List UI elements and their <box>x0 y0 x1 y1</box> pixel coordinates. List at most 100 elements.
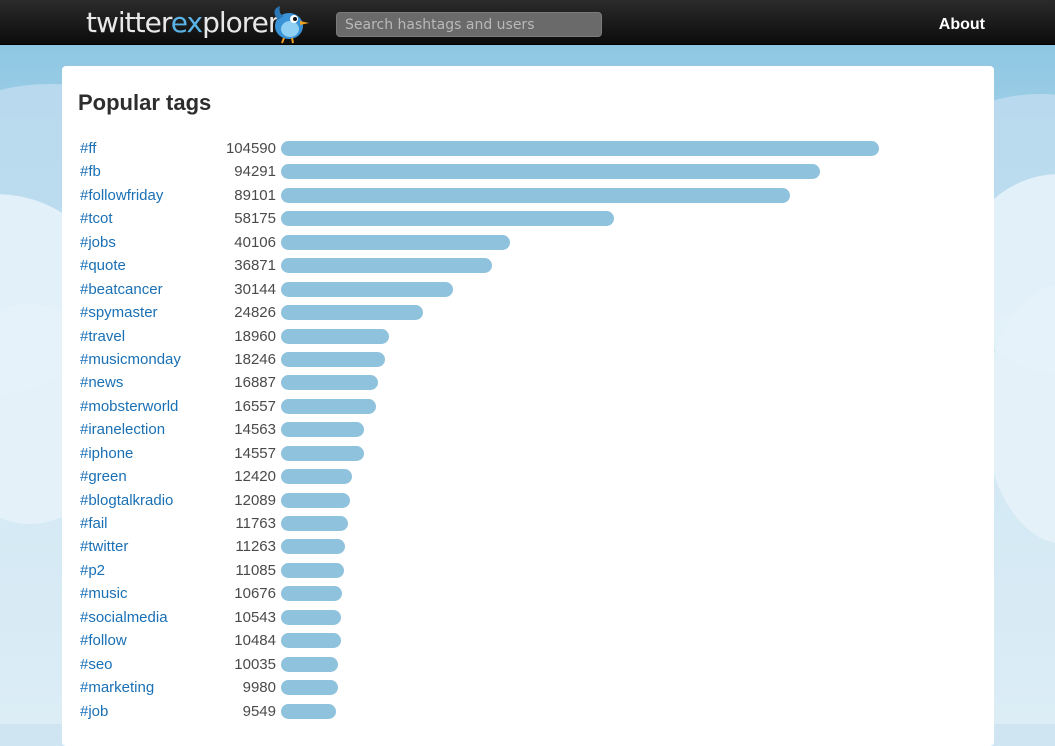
tag-link[interactable]: #musicmonday <box>80 350 181 368</box>
tag-count: 10676 <box>234 585 276 603</box>
tag-row: #news 16887 <box>62 372 994 395</box>
tag-link[interactable]: #iranelection <box>80 421 166 439</box>
tag-row: #green 12420 <box>62 466 994 489</box>
tag-link[interactable]: #p2 <box>80 561 106 579</box>
tag-count: 10543 <box>234 608 276 626</box>
tag-link[interactable]: #marketing <box>80 679 155 697</box>
tag-bar <box>281 539 345 555</box>
page-title: Popular tags <box>78 90 212 115</box>
tag-count: 94291 <box>234 163 276 181</box>
tag-count: 10035 <box>234 655 276 673</box>
tag-row: #marketing 9980 <box>62 677 994 700</box>
tag-bar <box>281 375 378 391</box>
tag-row: #iphone 14557 <box>62 443 994 466</box>
tag-count: 58175 <box>234 210 276 228</box>
tag-count: 89101 <box>234 186 276 204</box>
tag-link[interactable]: #tcot <box>80 210 113 228</box>
bird-icon <box>274 6 309 44</box>
tag-count: 14563 <box>234 421 276 439</box>
tag-row: #travel 18960 <box>62 326 994 349</box>
tag-bar <box>281 164 820 180</box>
tag-count: 18960 <box>234 327 276 345</box>
tag-count: 18246 <box>234 350 276 368</box>
tag-link[interactable]: #travel <box>80 327 126 345</box>
tag-bar <box>281 351 385 367</box>
tag-row: #ff 104590 <box>62 138 994 161</box>
tag-count: 9980 <box>242 679 276 697</box>
tag-row: #spymaster 24826 <box>62 302 994 325</box>
tag-bar <box>281 680 338 696</box>
tag-link[interactable]: #mobsterworld <box>80 397 179 415</box>
tag-bar <box>281 703 336 719</box>
tag-bar <box>281 422 364 438</box>
tag-count: 14557 <box>234 444 276 462</box>
tag-count: 9549 <box>242 702 276 720</box>
tag-row: #fb 94291 <box>62 161 994 184</box>
tag-bar <box>281 633 341 649</box>
search-input[interactable] <box>336 12 602 37</box>
tag-bar <box>281 586 342 602</box>
tag-row: #p2 11085 <box>62 560 994 583</box>
tag-row: #job 9549 <box>62 701 994 724</box>
tag-link[interactable]: #music <box>80 585 128 603</box>
tag-link[interactable]: #fb <box>80 163 101 181</box>
tag-row: #quote 36871 <box>62 255 994 278</box>
tag-row: #tcot 58175 <box>62 208 994 231</box>
tag-row: #music 10676 <box>62 583 994 606</box>
top-navigation-bar: twitterexplorer About <box>0 0 1055 45</box>
tag-count: 11263 <box>235 538 276 556</box>
tag-bar <box>281 211 614 227</box>
tag-link[interactable]: #beatcancer <box>80 280 163 298</box>
tag-count: 11085 <box>235 561 276 579</box>
tag-bar <box>281 258 492 274</box>
tag-count: 36871 <box>234 257 276 275</box>
tag-row: #musicmonday 18246 <box>62 349 994 372</box>
tag-row: #twitter 11263 <box>62 536 994 559</box>
tag-bar <box>281 562 344 578</box>
tag-link[interactable]: #fail <box>80 515 108 532</box>
tag-link[interactable]: #spymaster <box>80 304 158 322</box>
tag-row: #socialmedia 10543 <box>62 607 994 630</box>
tag-count: 16557 <box>234 397 276 415</box>
tag-bar <box>281 516 348 531</box>
main-content-panel: Popular tags #ff 104590 #fb 94291 #followfri… <box>62 66 994 746</box>
tag-link[interactable]: #iphone <box>80 444 134 462</box>
tag-count: 12089 <box>234 491 276 509</box>
tag-bar <box>281 187 790 203</box>
tag-bar <box>281 656 338 672</box>
tag-link[interactable]: #quote <box>80 257 126 275</box>
tag-link[interactable]: #ff <box>80 140 97 157</box>
tag-link[interactable]: #followfriday <box>80 186 164 204</box>
tag-bar <box>281 281 453 297</box>
tag-link[interactable]: #news <box>80 374 124 392</box>
tag-row: #followfriday 89101 <box>62 185 994 208</box>
tag-row: #seo 10035 <box>62 654 994 677</box>
tag-count: 40106 <box>234 233 276 251</box>
app-logo[interactable]: twitterexplorer <box>86 5 279 41</box>
tag-link[interactable]: #green <box>80 468 127 486</box>
tag-link[interactable]: #jobs <box>80 233 116 251</box>
logo-text-ex: ex <box>170 6 203 39</box>
tag-link[interactable]: #socialmedia <box>80 608 168 626</box>
tag-link[interactable]: #blogtalkradio <box>80 491 174 509</box>
tag-bar <box>281 492 350 508</box>
tag-link[interactable]: #follow <box>80 632 127 650</box>
tag-link[interactable]: #seo <box>80 655 113 673</box>
tag-row: #iranelection 14563 <box>62 419 994 442</box>
tag-row: #follow 10484 <box>62 630 994 653</box>
tag-count: 10484 <box>234 632 276 650</box>
tag-link[interactable]: #twitter <box>80 538 129 556</box>
tag-bar <box>281 609 341 625</box>
tag-count: 24826 <box>234 304 276 322</box>
tag-count: 12420 <box>234 468 276 486</box>
about-link[interactable]: About <box>938 16 985 33</box>
tag-bar <box>281 305 423 321</box>
tag-bar <box>281 141 879 156</box>
logo-text-twitter: twitter <box>86 6 172 39</box>
tag-row: #fail 11763 <box>62 513 994 536</box>
tag-count: 30144 <box>234 280 276 298</box>
tag-row: #jobs 40106 <box>62 232 994 255</box>
tag-count: 16887 <box>234 374 276 392</box>
logo-text-plorer: plorer <box>202 6 279 39</box>
tag-link[interactable]: #job <box>80 702 109 720</box>
